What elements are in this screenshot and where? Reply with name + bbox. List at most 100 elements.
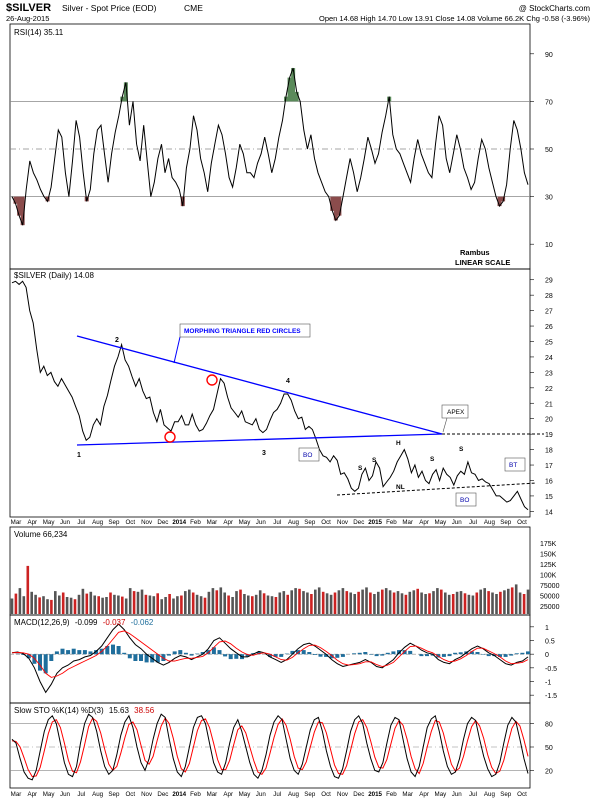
macd-hist-bar-55: [318, 654, 323, 657]
macd-hist-bar-9: [60, 648, 65, 655]
volume-bar-76: [310, 594, 313, 614]
x-label-6: Sep: [108, 519, 120, 526]
rsi-oversold-fill-91: [333, 196, 338, 221]
volume-bar-40: [168, 594, 171, 614]
volume-bar-65: [266, 595, 270, 614]
macd-hist-bar-66: [380, 654, 385, 656]
macd-hist-bar-5: [38, 654, 42, 671]
volume-bar-56: [231, 597, 234, 614]
rsi-gridlines: [10, 101, 530, 197]
volume-bar-99: [400, 593, 404, 614]
macd-hist-bar-22: [133, 654, 138, 661]
volume-bar-127: [510, 587, 514, 614]
price-tick-12: 26: [545, 324, 553, 331]
volume-bar-116: [467, 594, 471, 614]
x-label-17: Aug: [288, 519, 300, 526]
x-label-bottom-7: Oct: [125, 791, 135, 798]
macd-hist-bar-57: [329, 654, 334, 659]
price-tick-9: 23: [545, 370, 553, 377]
x-label-27: Jun: [452, 519, 463, 526]
sto-tick-1: 50: [545, 745, 553, 752]
volume-bar-19: [85, 593, 89, 614]
macd-hist-bar-3: [26, 654, 31, 659]
macd-label: MACD(12,26,9) -0.099 -0.037 -0.062: [14, 618, 154, 627]
x-label-10: 2014: [172, 519, 186, 526]
volume-bar-64: [262, 593, 266, 614]
triangle-upper-trendline: [76, 335, 443, 435]
volume-bar-118: [475, 592, 479, 614]
macd-hist-bar-67: [385, 652, 390, 655]
rsi-tick-2: 50: [545, 147, 553, 154]
volume-bar-14: [65, 597, 69, 614]
x-label-bottom-24: Mar: [402, 791, 413, 798]
rsi-overbought-fill-78: [287, 77, 292, 102]
x-label-bottom-19: Oct: [321, 791, 331, 798]
macd-tick-3: -0.5: [545, 666, 557, 673]
triangle-title: MORPHING TRIANGLE RED CIRCLES: [184, 328, 301, 335]
volume-bar-36: [152, 596, 156, 614]
macd-panel-frame: [9, 614, 531, 704]
x-label-4: Jul: [77, 519, 85, 526]
volume-bar-103: [416, 588, 419, 614]
x-label-bottom-31: Oct: [517, 791, 527, 798]
hs-neckline: NL: [396, 484, 405, 491]
volume-bar-93: [377, 591, 380, 614]
sto-label-k: 15.63: [109, 706, 130, 715]
macd-hist-bar-47: [273, 654, 278, 657]
hs2-left-shoulder: S: [358, 465, 363, 472]
macd-hist-bar-46: [268, 654, 272, 657]
price-tick-5: 19: [545, 432, 553, 439]
macd-hist-bar-89: [509, 654, 514, 656]
volume-bar-124: [499, 591, 502, 614]
macd-hist-bar-44: [256, 652, 261, 655]
volume-bar-112: [451, 594, 455, 614]
volume-bar-21: [93, 595, 96, 614]
macd-hist-bar-15: [94, 650, 99, 655]
pivot-label-1: 1: [77, 452, 81, 459]
volume-bar-13: [61, 592, 65, 614]
x-label-bottom-1: Apr: [27, 791, 37, 798]
volume-tick-6: 25000: [540, 604, 560, 611]
sto-axis-ticks: 80 50 20: [530, 722, 553, 775]
macd-hist-bar-90: [514, 653, 519, 655]
x-label-31: Oct: [517, 519, 527, 526]
macd-hist-bar-38: [223, 654, 228, 657]
macd-hist-bar-56: [324, 654, 329, 657]
x-label-25: Apr: [419, 519, 429, 526]
macd-hist-bar-37: [217, 650, 222, 655]
x-label-28: Jul: [469, 519, 477, 526]
volume-bar-114: [459, 591, 463, 614]
x-axis-labels: Mar Apr May Jun Jul Aug Sep Oct Nov Dec 2014 Feb Mar…: [11, 519, 527, 526]
x-label-bottom-20: Nov: [337, 791, 349, 798]
volume-bar-125: [503, 590, 506, 614]
volume-bar-12: [58, 595, 61, 614]
sto-panel-frame: [9, 702, 531, 789]
macd-hist-bar-75: [430, 654, 435, 656]
volume-bar-23: [101, 597, 104, 614]
volume-bar-105: [424, 594, 427, 614]
x-label-bottom-12: Mar: [207, 791, 218, 798]
volume-tick-4: 75000: [540, 583, 560, 590]
volume-bar-15: [69, 597, 73, 614]
x-label-2: May: [43, 519, 56, 526]
volume-bar-130: [522, 594, 526, 614]
volume-bar-0: [10, 598, 14, 614]
macd-hist-bar-20: [122, 652, 127, 655]
rsi-overbought-fill-32: [123, 82, 128, 102]
volume-bar-85: [345, 591, 349, 614]
sto-label-prefix: Slow STO %K(14) %D(3): [14, 706, 104, 715]
volume-bar-38: [160, 599, 163, 614]
volume-bar-59: [243, 594, 246, 614]
x-label-bottom-17: Aug: [288, 791, 300, 798]
macd-hist-bar-1: [15, 653, 20, 655]
volume-bar-86: [349, 592, 352, 614]
callout-pointer: [173, 336, 181, 364]
rsi-oversold-fill-138: [501, 196, 506, 202]
macd-hist-bar-63: [363, 652, 368, 655]
pivot-label-3: 3: [262, 450, 266, 457]
exchange-label: CME: [184, 3, 203, 13]
volume-bar-17: [77, 594, 81, 614]
x-label-0: Mar: [11, 519, 22, 526]
volume-bar-98: [396, 591, 400, 614]
x-label-bottom-2: May: [43, 791, 56, 798]
